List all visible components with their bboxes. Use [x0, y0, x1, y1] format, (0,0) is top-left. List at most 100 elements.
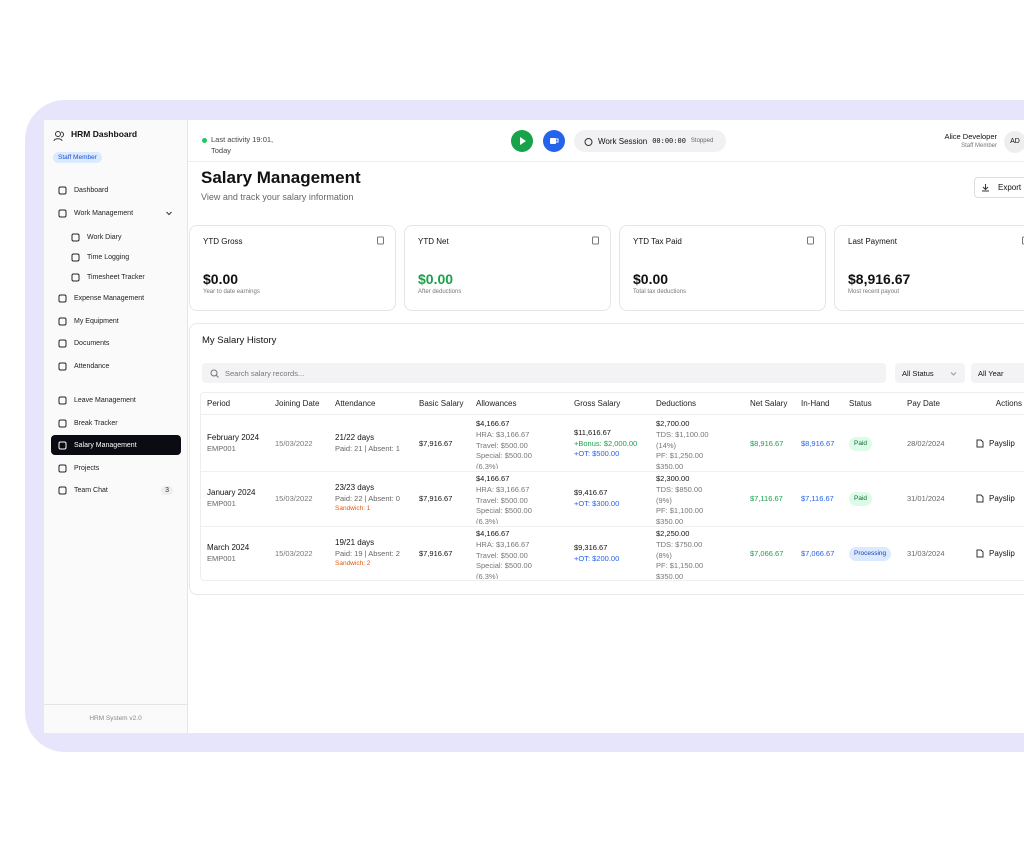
stat-card: Last Payment $8,916.67 Most recent payout: [834, 225, 1024, 311]
chevron: [166, 211, 172, 216]
column-header: Allowances: [476, 399, 517, 408]
allowance-line: (6.3%): [476, 462, 499, 469]
nav-item[interactable]: Projects: [51, 458, 181, 478]
sidebar-title: HRM Dashboard: [71, 129, 138, 139]
nav-subitem[interactable]: Time Logging: [64, 247, 181, 267]
card-label: YTD Tax Paid: [633, 237, 682, 246]
column-header: Actions: [995, 399, 1022, 408]
deduction-line: PF: $1,250.00: [656, 451, 704, 461]
gross-cell: $11,616.67 +Bonus: $2,000.00 +OT: $500.00: [574, 419, 652, 469]
chevron: [950, 371, 957, 376]
nav-item[interactable]: Dashboard: [51, 180, 181, 200]
allowance-line: $4,166.67: [476, 419, 510, 428]
basic-cell: $7,916.67: [419, 529, 474, 579]
gross-line: +Bonus: $2,000.00: [574, 438, 638, 448]
gross-line: $9,316.67: [574, 543, 608, 553]
nav-label: Leave Management: [74, 396, 136, 404]
sidebar: HRM Dashboard Staff Member Dashboard Work…: [44, 120, 188, 733]
joining-date: 15/03/2022: [275, 493, 313, 503]
attendance-line: Paid: 19 | Absent: 2: [335, 548, 400, 558]
card-label: YTD Net: [418, 237, 449, 246]
deductions-cell: $2,300.00 TDS: $850.00 (9%) PF: $1,100.00 $3…: [656, 474, 744, 524]
attendance-line: 23/23 days: [335, 482, 375, 492]
card-note: Total tax deductions: [633, 289, 687, 295]
allowances-cell: $4,166.67 HRA: $3,166.67 Travel: $500.00 Sp…: [476, 419, 568, 469]
sidebar-footer: HRM System v2.0: [89, 715, 142, 722]
file-icon: [976, 549, 984, 558]
card-note: After deductions: [418, 289, 462, 295]
filter-select[interactable]: All Status: [895, 363, 965, 383]
net-cell: $7,116.67: [750, 474, 798, 524]
nav-subitem[interactable]: Work Diary: [64, 227, 181, 247]
last-activity: Last activity 19:01, Today: [211, 135, 274, 155]
nav-icon: [58, 294, 67, 302]
allowance-line: (6.3%): [476, 572, 499, 579]
nav-icon: [58, 317, 67, 325]
nav-item[interactable]: Documents: [51, 333, 181, 353]
search-input[interactable]: Search salary records...: [202, 363, 886, 383]
nav-subitem[interactable]: Timesheet Tracker: [64, 267, 181, 287]
nav-item[interactable]: Work Management: [51, 203, 181, 223]
period-cell: March 2024 EMP001: [207, 529, 273, 579]
column-header: Status: [849, 399, 872, 408]
allowance-line: HRA: $3,166.67: [476, 484, 530, 494]
nav-label: Expense Management: [74, 294, 145, 302]
nav-item[interactable]: Attendance: [51, 356, 181, 376]
deduction-line: $2,250.00: [656, 529, 690, 538]
nav-item[interactable]: Expense Management: [51, 288, 181, 308]
payslip-button[interactable]: Payslip: [975, 439, 1024, 450]
payslip-button[interactable]: Payslip: [975, 494, 1024, 505]
card-icon: [592, 236, 599, 245]
gross-line: +OT: $200.00: [574, 554, 620, 563]
joining-date-cell: 15/03/2022: [275, 529, 333, 579]
attendance-cell: 23/23 days Paid: 22 | Absent: 0 Sandwich: …: [335, 474, 405, 524]
deductions-cell: $2,700.00 TDS: $1,100.00 (14%) PF: $1,250.0…: [656, 419, 744, 469]
employee-id: EMP001: [207, 444, 236, 453]
column-header: Net Salary: [750, 399, 788, 408]
nav-label: Attendance: [74, 362, 110, 370]
history-title: My Salary History: [202, 335, 277, 346]
employee-id: EMP001: [207, 554, 236, 563]
allowance-line: Travel: $500.00: [476, 440, 528, 450]
nav-item[interactable]: My Equipment: [51, 311, 181, 331]
nav-item[interactable]: Team Chat 3: [51, 480, 181, 500]
nav-item[interactable]: Salary Management: [51, 435, 181, 455]
history-panel: [189, 323, 1024, 595]
row-divider: [201, 526, 1024, 527]
deductions-cell: $2,250.00 TDS: $750.00 (8%) PF: $1,150.00 $3…: [656, 529, 744, 579]
export-label: Export: [998, 183, 1022, 192]
break-button[interactable]: [543, 130, 565, 152]
payslip-label: Payslip: [989, 548, 1015, 558]
payslip-label: Payslip: [989, 438, 1015, 448]
deduction-line: $350.00: [656, 572, 684, 579]
nav-icon: [58, 339, 67, 347]
export-button[interactable]: Export: [974, 177, 1024, 198]
allowance-line: $4,166.67: [476, 529, 510, 538]
payslip-button[interactable]: Payslip: [975, 549, 1024, 560]
deduction-line: (9%): [656, 495, 672, 505]
net-cell: $7,066.67: [750, 529, 798, 579]
allowance-line: Travel: $500.00: [476, 495, 528, 505]
attendance-line: Sandwich: 2: [335, 560, 371, 568]
nav-item[interactable]: Break Tracker: [51, 413, 181, 433]
start-button[interactable]: [511, 130, 533, 152]
nav-label: Work Diary: [87, 233, 122, 241]
nav-label: Projects: [74, 464, 100, 472]
nav-item[interactable]: Leave Management: [51, 390, 181, 410]
joining-date-cell: 15/03/2022: [275, 419, 333, 469]
session-label: Work Session: [598, 136, 648, 146]
nav-icon: [58, 396, 67, 404]
basic-salary: $7,916.67: [419, 493, 453, 503]
logo-icon: [53, 131, 64, 142]
avatar[interactable]: AD: [1004, 131, 1024, 153]
filter-select[interactable]: All Year: [971, 363, 1024, 383]
allowances-cell: $4,166.67 HRA: $3,166.67 Travel: $500.00 Sp…: [476, 529, 568, 579]
page-subtitle: View and track your salary information: [201, 192, 354, 202]
table: [200, 392, 1024, 581]
action-cell: Payslip: [975, 474, 1024, 524]
pay-date-cell: 31/03/2024: [907, 529, 967, 579]
nav-icon: [58, 419, 67, 427]
user-name: Alice Developer: [944, 132, 997, 141]
attendance-line: Paid: 21 | Absent: 1: [335, 444, 400, 453]
column-header: Attendance: [335, 399, 376, 408]
